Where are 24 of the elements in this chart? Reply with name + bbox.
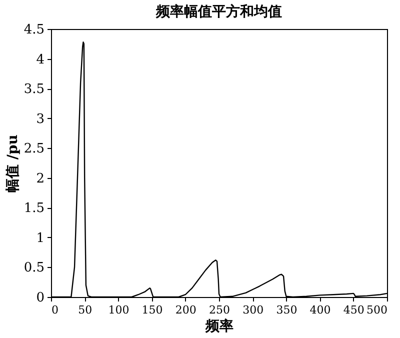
- y-tick-label: 2.5: [24, 142, 44, 157]
- x-tick-label: 450: [343, 304, 364, 316]
- y-tick-label: 1: [36, 230, 44, 246]
- y-tick-label: 2: [36, 171, 44, 186]
- x-tick-label: 150: [142, 304, 163, 316]
- x-tick-label: 500: [366, 304, 388, 316]
- x-tick-label: 300: [242, 304, 264, 316]
- y-tick-label: 1.5: [24, 201, 44, 216]
- chart-title: 频率幅值平方和均值: [155, 3, 282, 20]
- y-tick-label: 4: [36, 52, 44, 68]
- y-tick-label: 0: [36, 290, 44, 306]
- y-tick-label: 3: [36, 112, 44, 127]
- y-tick-label: 4.5: [24, 22, 44, 38]
- x-axis-title: 频率: [204, 318, 234, 334]
- y-axis-title: 幅值 /pu: [4, 134, 21, 192]
- x-tick-label: 250: [209, 304, 230, 316]
- x-tick-label: 0: [52, 304, 58, 316]
- y-tick-label: 3.5: [24, 82, 44, 98]
- x-tick-label: 200: [175, 304, 196, 316]
- x-tick-label: 50: [78, 304, 92, 316]
- x-tick-label: 400: [310, 304, 331, 316]
- y-tick-label: 0.5: [24, 260, 44, 276]
- x-tick-label: 350: [276, 304, 298, 316]
- x-tick-label: 100: [108, 304, 130, 316]
